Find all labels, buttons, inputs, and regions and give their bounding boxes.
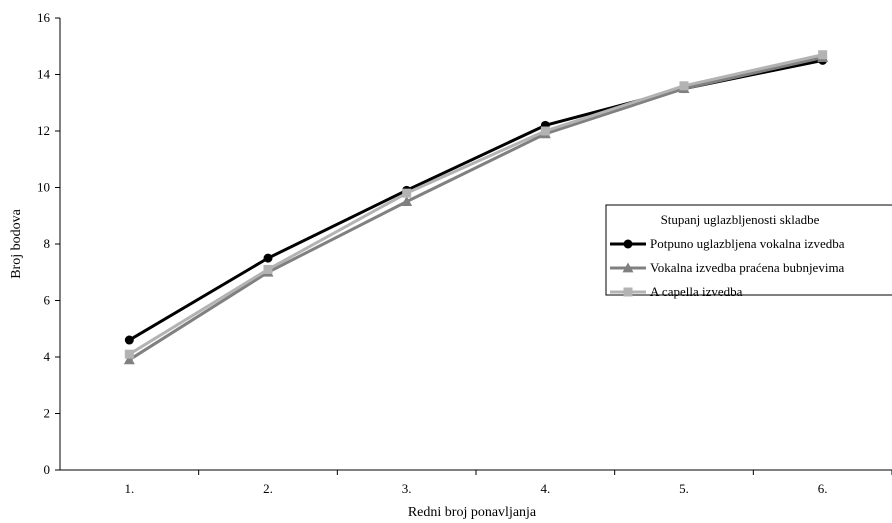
series-line bbox=[128, 56, 823, 362]
y-tick-label: 2 bbox=[44, 406, 51, 421]
legend-entries: Potpuno uglazbljena vokalna izvedba Vokal… bbox=[610, 236, 845, 299]
legend-entry: Vokalna izvedba praćena bubnjevima bbox=[610, 260, 845, 275]
x-tick-label: 2. bbox=[263, 481, 273, 496]
legend-marker bbox=[623, 287, 633, 297]
axes: 0 2 4 6 8 10 12 14 16 1. 2. 3. 4. 5. 6. bbox=[37, 10, 892, 496]
legend-label: A capella izvedba bbox=[650, 284, 743, 299]
data-point bbox=[402, 188, 412, 198]
x-tick-label: 4. bbox=[540, 481, 550, 496]
series-circle bbox=[124, 55, 828, 345]
legend-title: Stupanj uglazbljenosti skladbe bbox=[661, 212, 820, 227]
y-tick-label: 8 bbox=[44, 236, 51, 251]
data-point bbox=[401, 196, 413, 207]
data-point bbox=[124, 335, 134, 345]
legend-label: Vokalna izvedba praćena bubnjevima bbox=[650, 260, 845, 275]
y-tick-label: 4 bbox=[44, 349, 51, 364]
data-point bbox=[263, 264, 273, 274]
y-tick-label: 6 bbox=[44, 293, 51, 308]
legend-label: Potpuno uglazbljena vokalna izvedba bbox=[650, 236, 845, 251]
x-tick-label: 5. bbox=[679, 481, 689, 496]
y-tick-label: 16 bbox=[37, 10, 51, 25]
x-tick-label: 6. bbox=[818, 481, 828, 496]
data-point bbox=[263, 253, 273, 263]
x-tick-label: 3. bbox=[402, 481, 412, 496]
series-layer bbox=[123, 50, 829, 365]
data-point bbox=[124, 349, 134, 359]
legend: Stupanj uglazbljenosti skladbe Potpuno u… bbox=[605, 204, 892, 299]
x-axis-title: Redni broj ponavljanja bbox=[408, 505, 537, 520]
data-point bbox=[540, 126, 550, 136]
y-tick-label: 10 bbox=[37, 180, 50, 195]
y-tick-label: 12 bbox=[37, 123, 50, 138]
legend-marker bbox=[623, 239, 633, 249]
data-point bbox=[818, 50, 828, 60]
legend-entry: Potpuno uglazbljena vokalna izvedba bbox=[610, 236, 845, 251]
y-tick-label: 0 bbox=[44, 462, 51, 477]
y-axis-title: Broj bodova bbox=[9, 208, 24, 278]
legend-entry: A capella izvedba bbox=[610, 284, 743, 299]
legend-marker bbox=[622, 262, 634, 273]
data-point bbox=[123, 354, 135, 365]
data-point bbox=[679, 81, 689, 91]
y-ticks: 0 2 4 6 8 10 12 14 16 bbox=[37, 10, 60, 477]
series-square bbox=[124, 50, 828, 359]
legend-box bbox=[605, 204, 892, 296]
x-ticks: 1. 2. 3. 4. 5. 6. bbox=[124, 470, 892, 496]
x-tick-label: 1. bbox=[124, 481, 134, 496]
y-tick-label: 14 bbox=[37, 67, 51, 82]
series-line bbox=[128, 53, 823, 356]
